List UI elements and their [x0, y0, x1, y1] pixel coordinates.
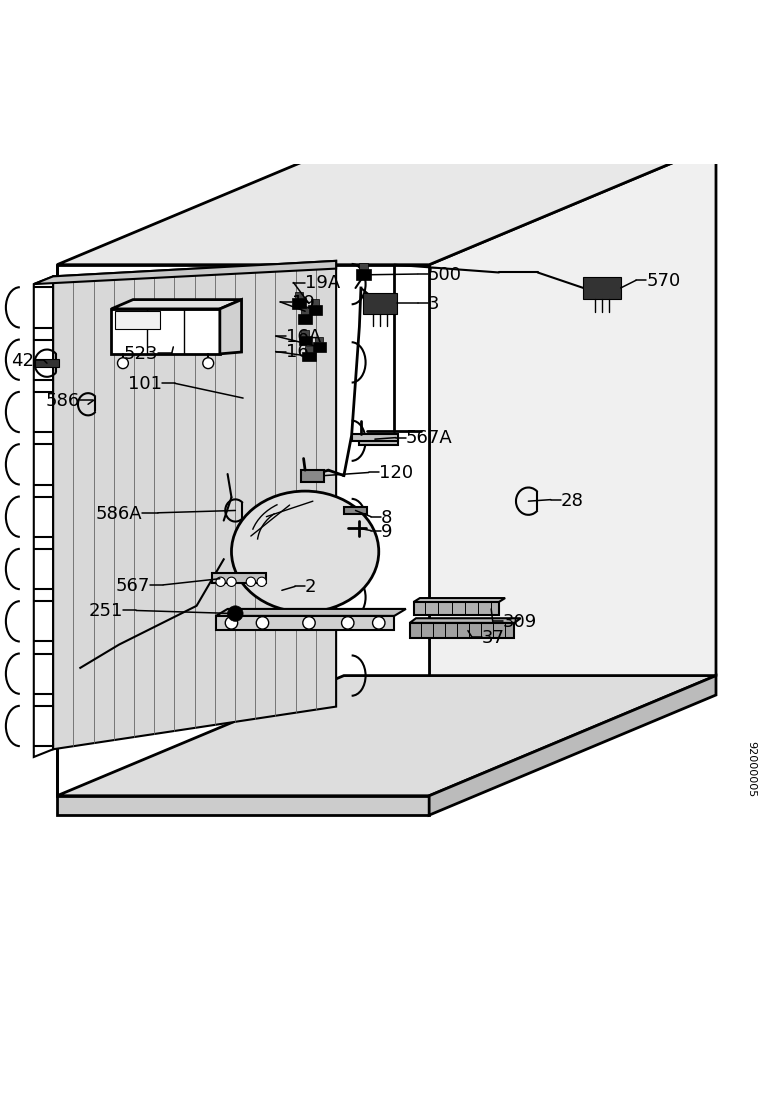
Polygon shape	[292, 299, 306, 309]
Polygon shape	[410, 618, 520, 624]
Circle shape	[256, 617, 268, 629]
Polygon shape	[359, 437, 398, 445]
Text: 42: 42	[11, 352, 34, 370]
Polygon shape	[312, 343, 325, 352]
Text: 120: 120	[378, 464, 413, 482]
Polygon shape	[298, 315, 312, 325]
Polygon shape	[583, 277, 620, 300]
Text: 567A: 567A	[406, 429, 452, 447]
Text: 19: 19	[292, 294, 314, 311]
Polygon shape	[301, 331, 309, 337]
Circle shape	[227, 577, 236, 587]
Polygon shape	[57, 146, 715, 265]
Text: 586: 586	[46, 392, 80, 410]
Polygon shape	[216, 609, 406, 616]
Text: 570: 570	[646, 272, 680, 290]
Circle shape	[303, 617, 315, 629]
Text: 9: 9	[381, 522, 392, 540]
Text: 251: 251	[88, 602, 122, 619]
Polygon shape	[57, 796, 429, 816]
Polygon shape	[57, 265, 429, 796]
Polygon shape	[413, 598, 505, 603]
Polygon shape	[410, 624, 514, 639]
Polygon shape	[34, 277, 53, 757]
Circle shape	[203, 359, 214, 369]
Ellipse shape	[231, 491, 378, 613]
Text: 19A: 19A	[305, 274, 340, 293]
Polygon shape	[305, 347, 313, 352]
Polygon shape	[57, 676, 715, 796]
Polygon shape	[413, 603, 498, 616]
Circle shape	[225, 617, 237, 629]
Text: 309: 309	[502, 613, 537, 630]
Text: 586A: 586A	[96, 505, 142, 522]
Polygon shape	[34, 262, 335, 285]
Circle shape	[227, 606, 243, 622]
Text: 523: 523	[123, 344, 158, 363]
Text: 567: 567	[115, 576, 150, 594]
Polygon shape	[356, 270, 370, 280]
Polygon shape	[301, 308, 309, 315]
Circle shape	[257, 577, 266, 587]
Text: 92000005: 92000005	[745, 741, 755, 797]
Text: 16: 16	[285, 343, 308, 361]
Polygon shape	[302, 352, 315, 361]
Circle shape	[341, 617, 353, 629]
Polygon shape	[112, 300, 241, 309]
Polygon shape	[216, 616, 394, 630]
Circle shape	[246, 577, 255, 587]
Polygon shape	[295, 293, 303, 299]
Polygon shape	[115, 311, 160, 330]
Polygon shape	[298, 337, 311, 346]
Circle shape	[216, 577, 225, 587]
Polygon shape	[301, 470, 324, 482]
Polygon shape	[220, 300, 241, 354]
Polygon shape	[315, 338, 322, 343]
Text: 3: 3	[427, 295, 438, 314]
Polygon shape	[112, 309, 220, 354]
Circle shape	[118, 359, 128, 369]
Polygon shape	[429, 676, 715, 816]
Text: 8: 8	[381, 508, 392, 527]
Text: 2: 2	[305, 577, 317, 596]
Text: 16A: 16A	[285, 328, 321, 346]
Polygon shape	[311, 299, 319, 306]
Text: 37: 37	[481, 628, 505, 646]
Polygon shape	[35, 360, 58, 368]
Text: 500: 500	[427, 266, 461, 284]
Circle shape	[372, 617, 385, 629]
Polygon shape	[212, 574, 266, 583]
Text: 101: 101	[128, 375, 161, 393]
Polygon shape	[343, 507, 367, 514]
Polygon shape	[429, 146, 715, 796]
Polygon shape	[53, 262, 335, 750]
Polygon shape	[308, 306, 322, 316]
Text: 28: 28	[560, 491, 583, 509]
Polygon shape	[363, 294, 397, 315]
Polygon shape	[351, 435, 398, 442]
Polygon shape	[359, 264, 367, 270]
